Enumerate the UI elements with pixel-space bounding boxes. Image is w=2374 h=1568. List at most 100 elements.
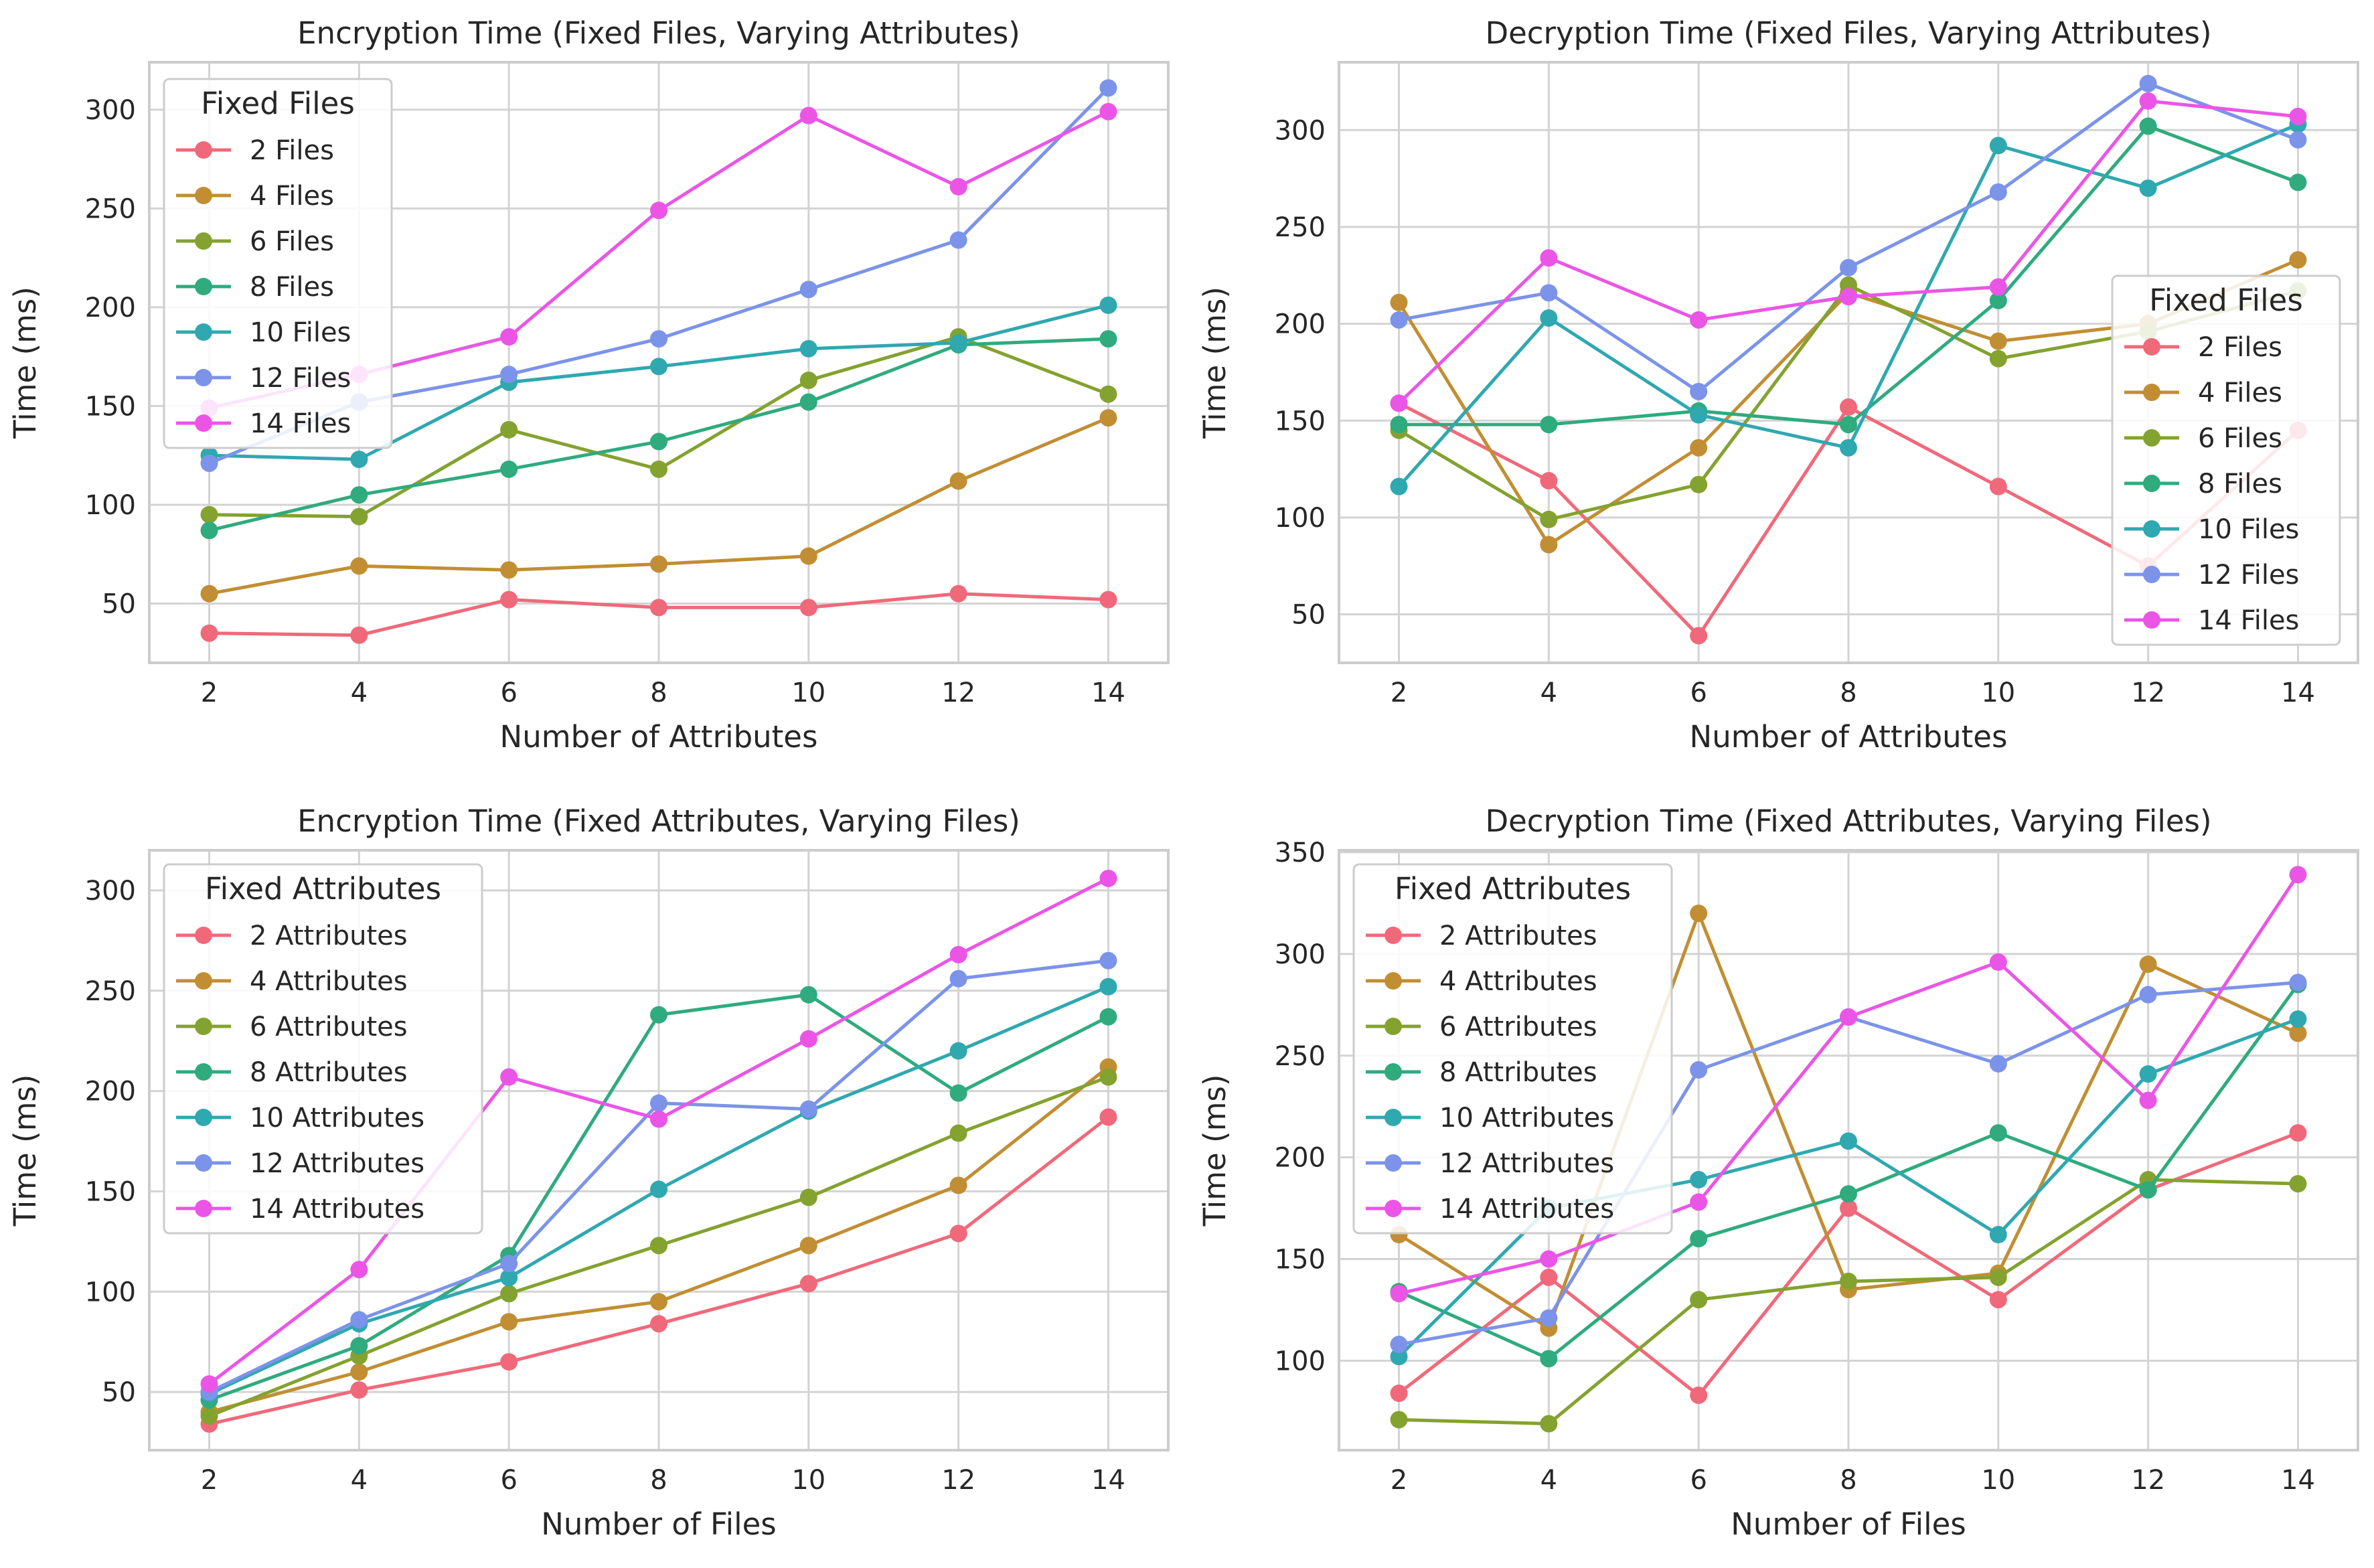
data-point bbox=[1989, 278, 2007, 296]
legend-swatch-marker bbox=[195, 369, 212, 386]
data-point bbox=[799, 339, 817, 358]
data-point bbox=[1989, 477, 2007, 495]
data-point bbox=[949, 1042, 967, 1060]
legend-label: 8 Attributes bbox=[1439, 1057, 1597, 1088]
x-tick-label: 12 bbox=[2131, 678, 2165, 708]
legend-swatch-marker bbox=[2143, 566, 2160, 583]
y-tick-label: 150 bbox=[85, 391, 136, 422]
data-point bbox=[799, 1100, 817, 1118]
data-point bbox=[2139, 117, 2157, 135]
data-point bbox=[350, 557, 368, 575]
data-point bbox=[1989, 953, 2007, 971]
data-point bbox=[650, 433, 667, 451]
x-tick-label: 2 bbox=[1391, 1465, 1407, 1496]
legend-label: 2 Attributes bbox=[250, 921, 408, 951]
data-point bbox=[1690, 382, 1708, 400]
data-point bbox=[799, 106, 817, 125]
legend-label: 2 Files bbox=[2198, 332, 2282, 363]
x-tick-label: 6 bbox=[1690, 1465, 1707, 1496]
legend-swatch-marker bbox=[195, 414, 212, 432]
legend-swatch-marker bbox=[195, 972, 212, 990]
data-point bbox=[500, 1255, 518, 1273]
x-axis-label: Number of Attributes bbox=[1690, 719, 2008, 755]
chart-title: Encryption Time (Fixed Attributes, Varyi… bbox=[297, 803, 1020, 839]
y-tick-label: 350 bbox=[1275, 838, 1326, 868]
legend-swatch-marker bbox=[195, 1109, 212, 1126]
data-point bbox=[500, 1269, 518, 1287]
legend-swatch-marker bbox=[195, 187, 212, 204]
data-point bbox=[2289, 131, 2307, 149]
legend-swatch-marker bbox=[2143, 611, 2160, 629]
data-point bbox=[2139, 179, 2157, 198]
legend-label: 12 Files bbox=[250, 363, 351, 394]
x-tick-label: 12 bbox=[941, 678, 975, 708]
y-tick-label: 250 bbox=[85, 976, 136, 1007]
x-tick-label: 10 bbox=[1981, 1465, 2015, 1496]
data-point bbox=[799, 281, 817, 299]
legend-swatch-marker bbox=[1384, 1200, 1402, 1217]
data-point bbox=[200, 1407, 218, 1425]
data-point bbox=[1540, 416, 1558, 434]
data-point bbox=[1989, 1124, 2007, 1142]
data-point bbox=[500, 1353, 518, 1371]
legend-swatch-marker bbox=[2143, 384, 2160, 401]
legend-label: 14 Attributes bbox=[250, 1194, 424, 1225]
chart-panel-1: 2 4 6 8 10 12 14 50 100 150 200 250 300 Encryption Ti… bbox=[7, 15, 1170, 755]
legend-label: 8 Files bbox=[250, 272, 334, 303]
data-point bbox=[799, 1188, 817, 1206]
legend-box bbox=[2111, 275, 2341, 646]
legend-label: 12 Attributes bbox=[1439, 1148, 1614, 1179]
data-point bbox=[500, 1313, 518, 1331]
legend-label: 6 Files bbox=[2198, 423, 2282, 454]
data-point bbox=[949, 1124, 967, 1142]
data-point bbox=[1099, 869, 1117, 887]
data-point bbox=[1690, 627, 1708, 645]
data-point bbox=[650, 1315, 667, 1333]
data-point bbox=[1989, 291, 2007, 309]
data-point bbox=[1540, 472, 1558, 490]
data-point bbox=[500, 420, 518, 439]
y-tick-label: 100 bbox=[85, 490, 136, 521]
series-6-attributes bbox=[1390, 1171, 2307, 1433]
data-point bbox=[949, 584, 967, 603]
x-tick-label: 10 bbox=[1981, 678, 2015, 708]
legend-label: 8 Files bbox=[2198, 469, 2282, 499]
data-point bbox=[1840, 1185, 1857, 1203]
y-axis-label: Time (ms) bbox=[7, 1075, 43, 1227]
legend-label: 14 Attributes bbox=[1439, 1194, 1614, 1225]
data-point bbox=[799, 599, 817, 617]
legend-swatch-marker bbox=[1384, 1063, 1402, 1081]
legend: Fixed Files 2 Files 4 Files 6 Files 8 Files 1… bbox=[2111, 275, 2341, 646]
y-tick-label: 150 bbox=[85, 1176, 136, 1207]
legend-title: Fixed Attributes bbox=[205, 871, 441, 907]
data-point bbox=[2289, 173, 2307, 191]
y-tick-label: 300 bbox=[1275, 939, 1326, 970]
data-point bbox=[1540, 1350, 1558, 1368]
data-point bbox=[2289, 251, 2307, 269]
data-point bbox=[1690, 1193, 1708, 1211]
legend-label: 14 Files bbox=[250, 408, 351, 439]
chart-panel-4: 2 4 6 8 10 12 14 100 150 200 250 300 350 Decryption T… bbox=[1197, 803, 2359, 1542]
data-point bbox=[1099, 591, 1117, 609]
data-point bbox=[799, 1030, 817, 1048]
data-point bbox=[1390, 1285, 1408, 1303]
data-point bbox=[1099, 1108, 1117, 1126]
y-tick-label: 50 bbox=[1291, 600, 1326, 631]
data-point bbox=[1840, 1132, 1857, 1150]
chart-title: Decryption Time (Fixed Files, Varying At… bbox=[1485, 15, 2211, 51]
legend-swatch-marker bbox=[1384, 927, 1402, 944]
data-point bbox=[949, 1176, 967, 1194]
gridlines bbox=[1339, 850, 2358, 1450]
data-point bbox=[200, 1375, 218, 1393]
x-tick-label: 2 bbox=[201, 678, 218, 708]
x-tick-label: 4 bbox=[1540, 678, 1557, 708]
legend-label: 6 Attributes bbox=[250, 1012, 408, 1042]
data-point bbox=[350, 626, 368, 644]
data-point bbox=[1099, 296, 1117, 314]
data-point bbox=[2289, 108, 2307, 126]
data-point bbox=[1989, 1268, 2007, 1286]
data-point bbox=[350, 1261, 368, 1279]
x-tick-label: 14 bbox=[2281, 678, 2315, 708]
data-point bbox=[949, 1084, 967, 1102]
